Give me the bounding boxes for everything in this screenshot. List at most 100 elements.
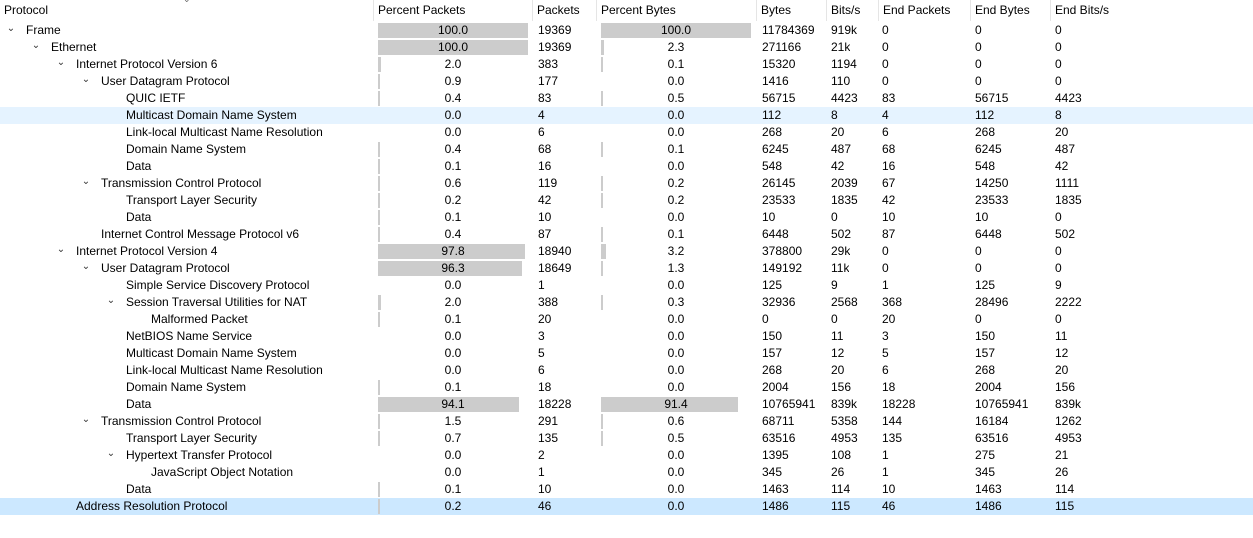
table-row[interactable]: ⌄ Hypertext Transfer Protocol 0.0 0.0 2 1395 1… bbox=[0, 447, 1253, 464]
chevron-down-icon[interactable]: ⌄ bbox=[56, 244, 66, 255]
table-row[interactable]: Data 0.1 0.0 16 548 42 16 548 42 bbox=[0, 158, 1253, 175]
bits-per-sec-cell: 21k bbox=[831, 40, 851, 54]
end-packets-cell: 10 bbox=[882, 482, 896, 496]
table-row[interactable]: Link-local Multicast Name Resolution 0.0 0… bbox=[0, 124, 1253, 141]
table-row[interactable]: ⌄ Session Traversal Utilities for NAT 2.0 0… bbox=[0, 294, 1253, 311]
column-header: Protocol Percent Packets Packets Percent… bbox=[0, 0, 1253, 21]
end-bits-per-sec-cell: 9 bbox=[1055, 278, 1062, 292]
protocol-cell: Link-local Multicast Name Resolution bbox=[0, 124, 476, 141]
table-row[interactable]: Multicast Domain Name System 0.0 0.0 5 157 12… bbox=[0, 345, 1253, 362]
protocol-cell: ⌄ Frame bbox=[0, 22, 376, 39]
chevron-down-icon[interactable]: ⌄ bbox=[81, 176, 91, 187]
protocol-name: Internet Protocol Version 4 bbox=[76, 244, 218, 258]
chevron-down-icon[interactable]: ⌄ bbox=[81, 74, 91, 85]
percent-bytes-cell: 0.0 bbox=[599, 464, 754, 481]
protocol-cell: ⌄ User Datagram Protocol bbox=[0, 260, 451, 277]
col-bits-per-sec[interactable]: Bits/s bbox=[827, 0, 879, 21]
chevron-down-icon[interactable]: ⌄ bbox=[106, 448, 116, 459]
percent-value: 0.1 bbox=[667, 57, 685, 71]
table-row[interactable]: Data 94.1 91.4 18228 10765941 839k 18228 107659… bbox=[0, 396, 1253, 413]
table-row[interactable]: Multicast Domain Name System 0.0 0.0 4 112 8 4… bbox=[0, 107, 1253, 124]
chevron-down-icon[interactable]: ⌄ bbox=[56, 57, 66, 68]
table-row[interactable]: ⌄ Transmission Control Protocol 1.5 0.6 291 6… bbox=[0, 413, 1253, 430]
end-bits-per-sec-cell: 8 bbox=[1055, 108, 1062, 122]
percent-bytes-cell: 0.2 bbox=[599, 175, 754, 192]
col-end-bytes[interactable]: End Bytes bbox=[971, 0, 1051, 21]
percent-bytes-cell: 0.0 bbox=[599, 481, 754, 498]
protocol-name: Domain Name System bbox=[126, 142, 247, 156]
percent-bytes-cell: 0.0 bbox=[599, 447, 754, 464]
table-row[interactable]: Malformed Packet 0.1 0.0 20 0 0 20 0 0 bbox=[0, 311, 1253, 328]
end-bytes-cell: 16184 bbox=[975, 414, 1009, 428]
packets-cell: 42 bbox=[538, 193, 552, 207]
percent-value: 0.0 bbox=[667, 312, 685, 326]
bits-per-sec-cell: 2039 bbox=[831, 176, 858, 190]
percent-packets-cell: 0.0 bbox=[376, 328, 531, 345]
table-row[interactable]: ⌄ Internet Protocol Version 6 2.0 0.1 383 153… bbox=[0, 56, 1253, 73]
table-row[interactable]: NetBIOS Name Service 0.0 0.0 3 150 11 3 150 11 bbox=[0, 328, 1253, 345]
bits-per-sec-cell: 20 bbox=[831, 363, 845, 377]
table-row[interactable]: ⌄ Transmission Control Protocol 0.6 0.2 119 2… bbox=[0, 175, 1253, 192]
chevron-down-icon[interactable]: ⌄ bbox=[81, 414, 91, 425]
percent-bar bbox=[378, 482, 380, 497]
protocol-cell: ⌄ Hypertext Transfer Protocol bbox=[0, 447, 476, 464]
col-percent-packets[interactable]: Percent Packets bbox=[374, 0, 533, 21]
table-row[interactable]: Domain Name System 0.1 0.0 18 2004 156 18 2004 1… bbox=[0, 379, 1253, 396]
col-protocol[interactable]: Protocol bbox=[0, 0, 374, 21]
table-row[interactable]: ⌄ Ethernet 100.0 2.3 19369 271166 21k 0 0 0 bbox=[0, 39, 1253, 56]
percent-value: 0.4 bbox=[444, 227, 462, 241]
table-row[interactable]: ⌄ User Datagram Protocol 0.9 0.0 177 1416 110 0… bbox=[0, 73, 1253, 90]
bits-per-sec-cell: 29k bbox=[831, 244, 851, 258]
table-row[interactable]: Transport Layer Security 0.2 0.2 42 23533 183… bbox=[0, 192, 1253, 209]
bits-per-sec-cell: 114 bbox=[831, 482, 851, 496]
percent-bytes-cell: 0.0 bbox=[599, 124, 754, 141]
end-packets-cell: 0 bbox=[882, 261, 889, 275]
percent-value: 0.0 bbox=[667, 346, 685, 360]
protocol-name: JavaScript Object Notation bbox=[151, 465, 294, 479]
table-row[interactable]: Internet Control Message Protocol v6 0.4 0… bbox=[0, 226, 1253, 243]
bits-per-sec-cell: 1835 bbox=[831, 193, 858, 207]
end-packets-cell: 368 bbox=[882, 295, 903, 309]
col-percent-bytes[interactable]: Percent Bytes bbox=[597, 0, 757, 21]
table-row[interactable]: QUIC IETF 0.4 0.5 83 56715 4423 83 56715 4423 bbox=[0, 90, 1253, 107]
percent-value: 0.1 bbox=[444, 210, 462, 224]
chevron-down-icon[interactable]: ⌄ bbox=[81, 261, 91, 272]
protocol-cell: Address Resolution Protocol bbox=[0, 498, 426, 515]
percent-packets-cell: 94.1 bbox=[376, 396, 531, 413]
chevron-down-icon[interactable]: ⌄ bbox=[106, 295, 116, 306]
percent-bytes-cell: 0.0 bbox=[599, 73, 754, 90]
table-row[interactable]: Data 0.1 0.0 10 10 0 10 10 0 bbox=[0, 209, 1253, 226]
table-row[interactable]: ⌄ User Datagram Protocol 96.3 1.3 18649 14919… bbox=[0, 260, 1253, 277]
percent-packets-cell: 0.1 bbox=[376, 379, 531, 396]
percent-value: 0.1 bbox=[444, 380, 462, 394]
table-row[interactable]: Domain Name System 0.4 0.1 68 6245 487 68 6245 4… bbox=[0, 141, 1253, 158]
table-row[interactable]: Link-local Multicast Name Resolution 0.0 0… bbox=[0, 362, 1253, 379]
table-row[interactable]: ⌄ Internet Protocol Version 4 97.8 3.2 18940… bbox=[0, 243, 1253, 260]
packets-cell: 10 bbox=[538, 482, 552, 496]
protocol-name: Hypertext Transfer Protocol bbox=[126, 448, 273, 462]
col-packets[interactable]: Packets bbox=[533, 0, 597, 21]
protocol-name: User Datagram Protocol bbox=[101, 74, 230, 88]
table-row[interactable]: ⌄ Frame 100.0 100.0 19369 11784369 919k 0 0 0 bbox=[0, 22, 1253, 39]
chevron-down-icon[interactable]: ⌄ bbox=[6, 23, 16, 34]
bytes-cell: 26145 bbox=[762, 176, 796, 190]
col-end-bits-per-sec[interactable]: End Bits/s bbox=[1055, 3, 1110, 17]
percent-bytes-cell: 0.0 bbox=[599, 277, 754, 294]
table-row[interactable]: Data 0.1 0.0 10 1463 114 10 1463 114 bbox=[0, 481, 1253, 498]
table-row[interactable]: Transport Layer Security 0.7 0.5 135 63516 49… bbox=[0, 430, 1253, 447]
end-bits-per-sec-cell: 502 bbox=[1055, 227, 1076, 241]
percent-bar bbox=[378, 244, 525, 259]
protocol-cell: Transport Layer Security bbox=[0, 192, 476, 209]
col-bytes[interactable]: Bytes bbox=[757, 0, 827, 21]
table-row[interactable]: Simple Service Discovery Protocol 0.0 0.0 1… bbox=[0, 277, 1253, 294]
packets-cell: 19369 bbox=[538, 40, 572, 54]
table-row[interactable]: Address Resolution Protocol 0.2 0.0 46 1486 1… bbox=[0, 498, 1253, 515]
percent-value: 3.2 bbox=[667, 244, 685, 258]
end-bytes-cell: 63516 bbox=[975, 431, 1009, 445]
protocol-cell: QUIC IETF bbox=[0, 90, 476, 107]
col-end-packets[interactable]: End Packets bbox=[879, 0, 971, 21]
percent-bar bbox=[378, 261, 522, 276]
chevron-down-icon[interactable]: ⌄ bbox=[31, 40, 41, 51]
table-row[interactable]: JavaScript Object Notation 0.0 0.0 1 345 26 1 3… bbox=[0, 464, 1253, 481]
protocol-name: Transmission Control Protocol bbox=[101, 414, 262, 428]
